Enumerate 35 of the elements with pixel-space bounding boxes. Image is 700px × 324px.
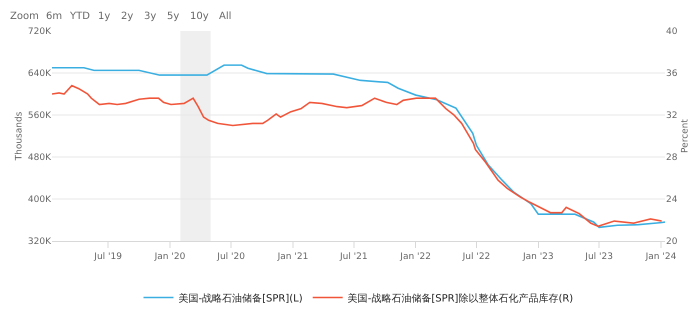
- x-tick-label: Jan '23: [522, 252, 554, 262]
- legend-label: 美国-战略石油储备[SPR]除以整体石化产品库存(R): [348, 292, 574, 304]
- x-tick-label: Jul '22: [462, 252, 490, 262]
- y2-tick-label: 40: [666, 27, 678, 38]
- x-tick-label: Jul '23: [584, 252, 613, 262]
- x-tick-label: Jan '24: [644, 252, 677, 262]
- y-tick-label: 720K: [28, 27, 52, 38]
- y2-tick-label: 24: [666, 195, 678, 206]
- x-tick-label: Jan '20: [154, 252, 186, 262]
- text: 3y: [144, 11, 156, 22]
- x-tick-label: Jan '22: [399, 252, 431, 262]
- y-tick-label: 320K: [28, 237, 52, 248]
- y2-tick-label: 36: [666, 69, 678, 80]
- y-tick-label: 560K: [28, 111, 52, 122]
- y-tick-label: 400K: [28, 195, 52, 206]
- x-tick-label: Jan '21: [276, 252, 308, 262]
- y-tick-label: 640K: [28, 69, 52, 80]
- y2-tick-label: 28: [666, 153, 678, 164]
- text: All: [219, 11, 232, 22]
- text: 10y: [190, 11, 209, 22]
- legend-label: 美国-战略石油储备[SPR](L): [178, 292, 303, 304]
- x-tick-label: Jul '21: [338, 252, 368, 262]
- y-axis-title: Thousands: [14, 111, 24, 162]
- x-tick-label: Jul '20: [216, 252, 246, 262]
- y-tick-label: 480K: [28, 153, 52, 164]
- x-tick-label: Jul '19: [93, 252, 122, 262]
- text: YTD: [69, 11, 90, 22]
- y2-axis-title: Percent: [680, 118, 691, 153]
- text: 2y: [121, 11, 134, 22]
- y2-tick-label: 32: [666, 111, 678, 122]
- text: 1y: [98, 11, 110, 22]
- text: 5y: [167, 11, 180, 22]
- y2-tick-label: 20: [666, 237, 678, 248]
- text: Zoom: [10, 11, 39, 22]
- text: 6m: [46, 11, 62, 22]
